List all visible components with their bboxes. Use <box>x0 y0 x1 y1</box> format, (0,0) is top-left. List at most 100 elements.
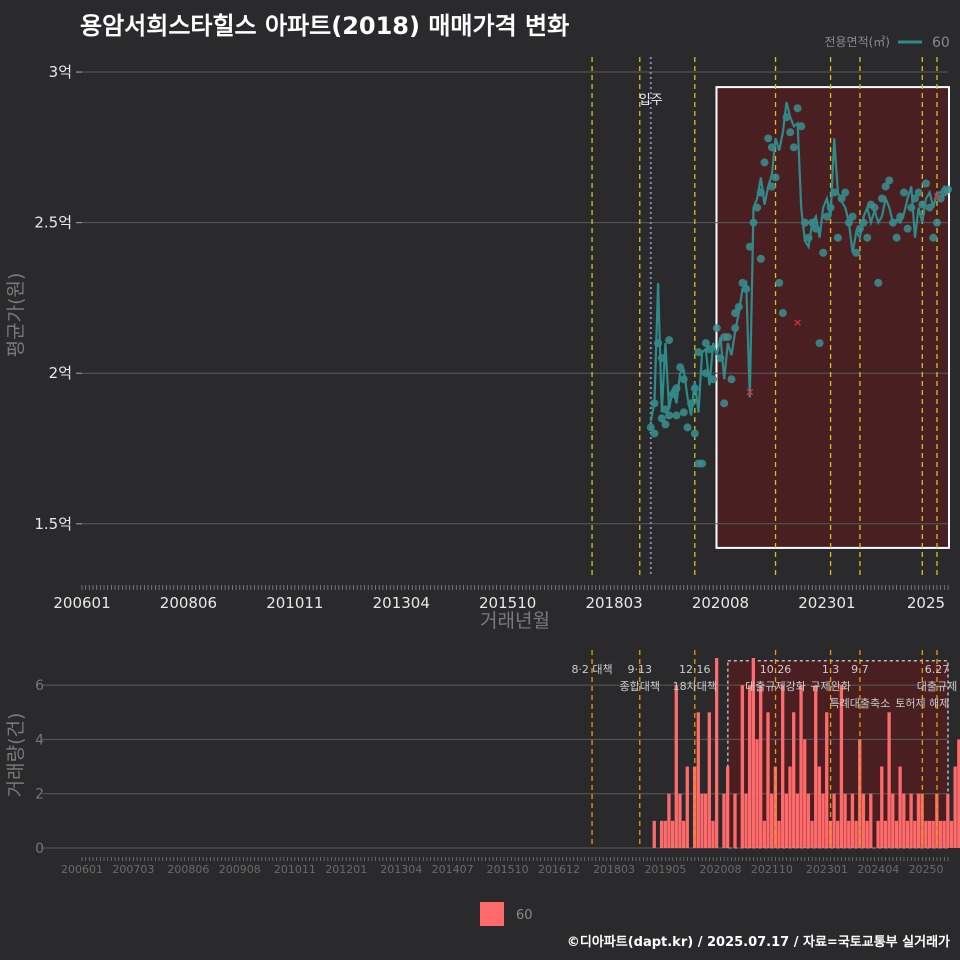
price-point <box>797 122 806 131</box>
volume-xtick-label: 201407 <box>432 863 474 876</box>
price-point <box>921 179 930 188</box>
price-point <box>694 348 703 357</box>
volume-bar <box>825 712 829 848</box>
price-outlier-mark: × <box>932 190 941 203</box>
volume-bar <box>678 793 682 848</box>
price-point <box>848 212 857 221</box>
price-point <box>899 188 908 197</box>
volume-bar <box>770 793 774 848</box>
volume-bar <box>700 793 704 848</box>
volume-xtick-label: 202301 <box>806 863 848 876</box>
volume-xtick-label: 200601 <box>61 863 103 876</box>
volume-bar <box>931 820 935 848</box>
price-point <box>778 308 787 317</box>
volume-xtick-label: 201304 <box>380 863 422 876</box>
volume-xtick-label: 201905 <box>644 863 686 876</box>
volume-bar <box>847 820 851 848</box>
volume-ytick-label: 6 <box>35 678 44 694</box>
volume-bar <box>909 793 913 848</box>
volume-bar <box>685 766 689 848</box>
price-point <box>764 134 773 143</box>
policy-date-label: 9.7 <box>851 663 869 676</box>
price-point <box>771 173 780 182</box>
price-point <box>723 333 732 342</box>
volume-bar <box>696 712 700 848</box>
volume-bar <box>887 712 891 848</box>
price-point <box>661 420 670 429</box>
volume-bar <box>942 820 946 848</box>
volume-bar <box>854 820 858 848</box>
price-point <box>892 233 901 242</box>
price-point <box>793 104 802 113</box>
volume-bar <box>751 658 755 848</box>
price-point <box>650 429 659 438</box>
volume-xtick-label: 202404 <box>857 863 899 876</box>
price-point <box>679 408 688 417</box>
volume-bar <box>861 793 866 848</box>
policy-date-label: 6.27 <box>925 663 950 676</box>
price-point <box>903 224 912 233</box>
volume-bar <box>722 793 726 848</box>
volume-bar <box>821 793 825 848</box>
volume-bar <box>946 793 950 848</box>
volume-bar <box>839 685 844 848</box>
volume-bar <box>659 820 664 848</box>
volume-bar <box>670 820 675 848</box>
volume-bar <box>784 793 789 848</box>
volume-ytick-label: 4 <box>35 732 44 748</box>
volume-bar <box>795 793 800 848</box>
volume-bar <box>792 712 796 848</box>
volume-legend-swatch <box>480 902 504 926</box>
price-outlier-mark: × <box>793 316 802 329</box>
price-xtick-label: 201304 <box>373 594 430 612</box>
price-point <box>701 339 710 348</box>
volume-bar <box>748 685 752 848</box>
volume-bar <box>858 739 862 848</box>
volume-bar <box>740 685 744 848</box>
volume-bar <box>814 685 818 848</box>
volume-bar <box>744 793 748 848</box>
policy-name-label: 대출규제 <box>917 680 957 693</box>
price-xtick-label: 200601 <box>53 594 110 612</box>
volume-bar <box>777 820 781 848</box>
volume-xtick-label: 201201 <box>325 863 367 876</box>
price-point <box>775 278 784 287</box>
volume-xtick-label: 200806 <box>167 863 209 876</box>
price-legend-label: 60 <box>932 35 950 51</box>
price-xaxis-title: 거래년월 <box>480 610 550 632</box>
price-point <box>936 194 945 203</box>
price-point <box>731 308 740 317</box>
volume-bar <box>707 712 711 848</box>
volume-bar <box>869 793 873 848</box>
price-point <box>698 459 707 468</box>
price-point <box>874 278 883 287</box>
volume-bar <box>681 820 686 848</box>
volume-bar <box>894 820 899 848</box>
price-point <box>661 405 670 414</box>
price-point <box>683 423 692 432</box>
price-xtick-label: 201011 <box>266 594 323 612</box>
volume-bar <box>806 793 811 848</box>
volume-bar <box>733 793 737 848</box>
volume-xtick-label: 202008 <box>699 863 741 876</box>
volume-bar <box>803 739 807 848</box>
policy-name-label: 토허제 해제 <box>895 696 949 710</box>
price-point <box>676 363 685 372</box>
volume-xtick-label: 201803 <box>593 863 635 876</box>
price-series-line <box>649 101 949 422</box>
volume-bar <box>902 793 906 848</box>
volume-bar <box>891 793 895 848</box>
chart-title: 용암서희스타힐스 아파트(2018) 매매가격 변화 <box>80 12 570 40</box>
price-point <box>877 194 886 203</box>
volume-bar <box>714 658 719 848</box>
price-point <box>852 248 861 257</box>
price-point <box>914 188 923 197</box>
policy-name-label: 규제완화 <box>810 680 850 693</box>
volume-bar <box>703 793 708 848</box>
volume-ytick-label: 2 <box>35 787 44 803</box>
policy-name-label: 종합대책 <box>620 680 660 693</box>
footer-credit: ©디아파트(dapt.kr) / 2025.07.17 / 자료=국토교통부 실… <box>566 935 950 950</box>
volume-bar <box>759 685 763 848</box>
volume-bar <box>876 820 880 848</box>
